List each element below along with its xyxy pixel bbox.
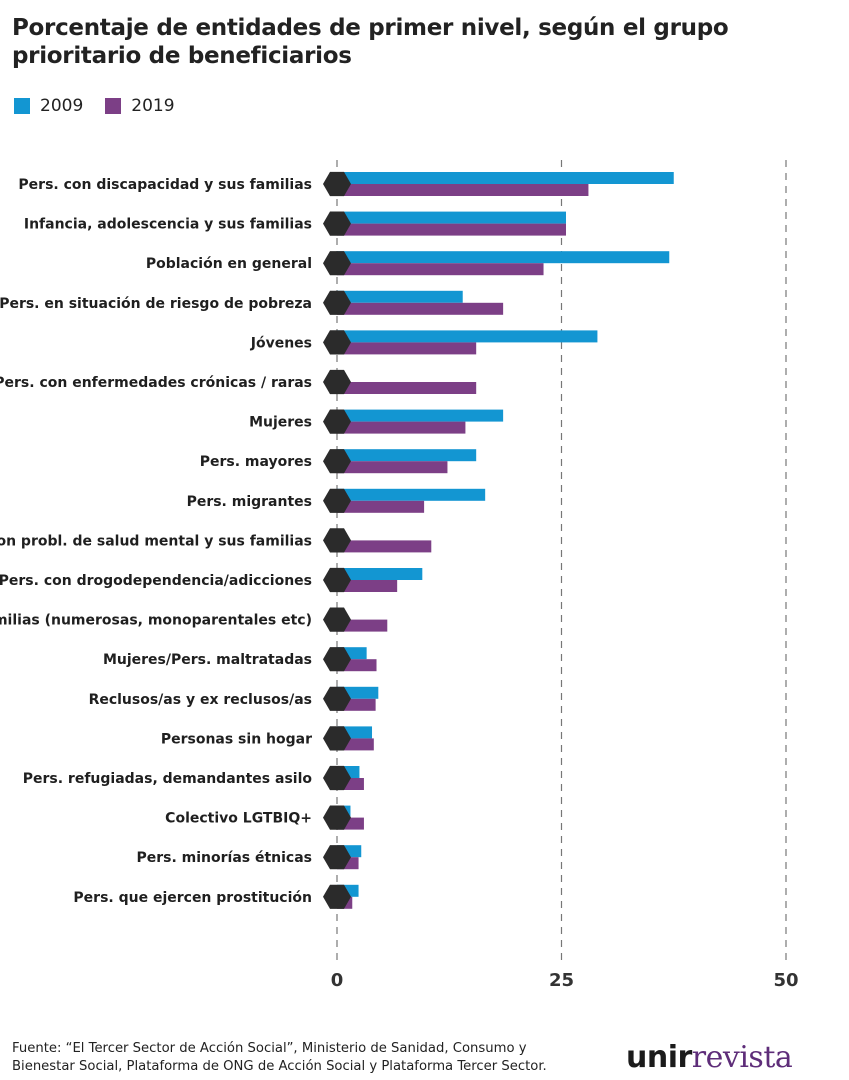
bar-2019	[337, 382, 477, 394]
bar-2009	[337, 449, 477, 462]
brand-logo: unir revista	[626, 1040, 793, 1075]
hexagon-marker-icon	[323, 171, 351, 197]
bar-2009	[337, 251, 670, 264]
category-label: Mujeres/Pers. maltratadas	[103, 652, 312, 668]
hexagon-marker-icon	[323, 845, 351, 870]
source-line-2: Bienestar Social, Plataforma de ONG de A…	[12, 1059, 547, 1074]
hexagon-marker-icon	[323, 686, 351, 711]
hexagon-marker-icon	[323, 369, 351, 395]
category-label: Reclusos/as y ex reclusos/as	[89, 692, 312, 708]
source-note: Fuente: “El Tercer Sector de Acción Soci…	[12, 1040, 592, 1076]
hexagon-marker-icon	[323, 647, 351, 672]
bar-2009	[337, 211, 566, 224]
category-label: Pers. refugiadas, demandantes asilo	[23, 771, 313, 787]
x-tick-label-50: 50	[773, 970, 798, 991]
category-label: Pers. con enfermedades crónicas / raras	[0, 375, 312, 391]
brand-logo-part-2: revista	[691, 1040, 793, 1075]
category-label: Pers. que ejercen prostitución	[73, 890, 312, 906]
category-label: Pers. con drogodependencia/adicciones	[0, 573, 312, 589]
legend-swatch-2009	[14, 98, 30, 114]
legend-swatch-2019	[105, 98, 122, 114]
hexagon-marker-icon	[323, 290, 351, 315]
category-label: Pers. minorías étnicas	[136, 850, 312, 866]
bar-2019	[337, 342, 477, 355]
bar-2009	[337, 172, 674, 184]
bar-2009	[337, 330, 598, 343]
category-label: Jóvenes	[250, 335, 312, 351]
category-label: Personas sin hogar	[161, 731, 312, 747]
chart-title: Porcentaje de entidades de primer nivel,…	[12, 15, 729, 69]
legend-item-2009: 2009	[14, 96, 83, 116]
hexagon-marker-icon	[323, 211, 351, 236]
bar-2019	[337, 421, 466, 434]
legend-label-2019: 2019	[131, 96, 175, 116]
bar-2019	[337, 461, 448, 474]
category-label: Colectivo LGTBIQ+	[165, 811, 312, 827]
category-label: Pers. migrantes	[187, 494, 312, 510]
bar-2019	[337, 619, 388, 632]
category-label: Con probl. de salud mental y sus familia…	[0, 533, 312, 549]
legend: 2009 2019	[14, 96, 197, 116]
x-tick-label-0: 0	[331, 970, 344, 991]
bar-2009	[337, 290, 463, 303]
hexagon-marker-icon	[323, 488, 351, 513]
hexagon-marker-icon	[323, 805, 351, 830]
bar-2019	[337, 263, 544, 276]
category-label: Pers. mayores	[200, 454, 312, 470]
bar-2019	[337, 580, 398, 592]
category-label: Mujeres	[249, 415, 312, 431]
bar-2019	[337, 302, 504, 315]
hexagon-marker-icon	[323, 251, 351, 276]
brand-logo-part-1: unir	[626, 1040, 692, 1075]
category-label: Pers. con discapacidad y sus familias	[18, 177, 312, 193]
category-label: Pers. en situación de riesgo de pobreza	[0, 296, 312, 312]
hexagon-marker-icon	[323, 449, 351, 474]
hexagon-marker-icon	[323, 528, 351, 553]
hexagon-marker-icon	[323, 726, 351, 751]
legend-item-2019: 2019	[105, 96, 175, 116]
category-label: Infancia, adolescencia y sus familias	[24, 217, 312, 233]
bar-2009	[337, 409, 504, 422]
source-line-1: Fuente: “El Tercer Sector de Acción Soci…	[12, 1041, 527, 1056]
hexagon-marker-icon	[323, 765, 351, 791]
category-label: Familias (numerosas, monoparentales etc)	[0, 613, 312, 629]
bar-2009	[337, 488, 486, 501]
hexagon-marker-icon	[323, 607, 351, 632]
bar-2019	[337, 500, 425, 513]
hexagon-marker-icon	[323, 409, 351, 434]
bar-2009	[337, 568, 423, 580]
hexagon-marker-icon	[323, 567, 351, 593]
bar-2019	[337, 184, 589, 196]
x-tick-label-25: 25	[549, 970, 574, 991]
hexagon-marker-icon	[323, 884, 351, 909]
category-label: Población en general	[146, 256, 312, 272]
bar-chart: 0 25 50 Pers. con discapacidad y sus famili…	[0, 160, 799, 991]
bar-2019	[337, 540, 432, 553]
legend-label-2009: 2009	[40, 96, 84, 116]
hexagon-marker-icon	[323, 330, 351, 355]
bar-2019	[337, 223, 566, 236]
